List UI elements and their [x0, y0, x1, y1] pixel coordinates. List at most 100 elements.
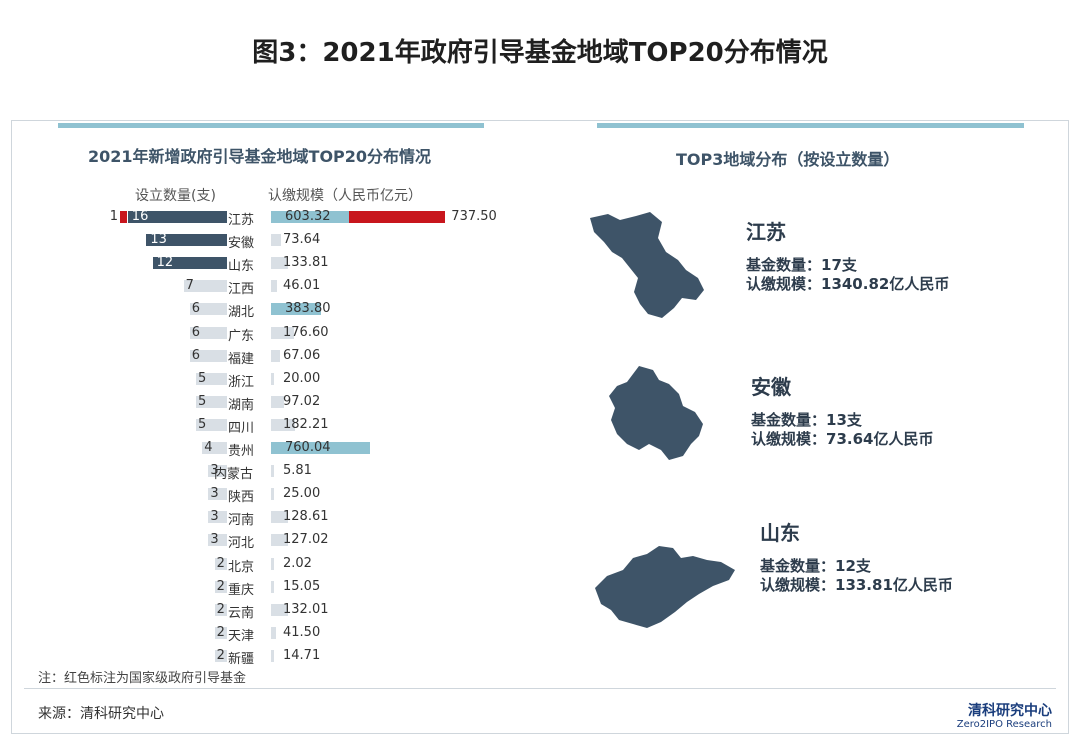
amount-bar	[271, 626, 277, 639]
amount-bar	[271, 649, 274, 662]
province-label: 江苏	[228, 213, 255, 228]
province-name: 安徽	[751, 375, 791, 399]
national-amount-bar	[349, 211, 446, 223]
amount-bar	[271, 557, 274, 570]
amount-label: 182.21	[283, 416, 329, 432]
bar-row: 2 北京 2.02	[0, 554, 540, 575]
amount-label: 73.64	[283, 232, 321, 248]
count-label: 3	[210, 532, 219, 548]
count-bar	[208, 488, 227, 501]
jiangsu-map	[590, 212, 704, 318]
amount-bar	[271, 372, 274, 385]
bar-row: 16 江苏 603.32 1 737.50	[0, 207, 540, 228]
count-label: 2	[216, 578, 225, 594]
count-bar	[208, 534, 227, 547]
fund-count-line: 基金数量：13支	[751, 411, 862, 429]
count-bar	[214, 649, 227, 662]
count-label: 2	[216, 624, 225, 640]
amount-label: 128.61	[283, 509, 329, 525]
count-bar	[183, 280, 227, 293]
count-label: 6	[191, 347, 201, 363]
province-label: 陕西	[228, 490, 255, 506]
province-label: 河北	[228, 536, 255, 552]
count-label: 3	[210, 463, 219, 479]
amount-label: 2.02	[283, 555, 312, 571]
bar-row: 3 陕西 25.00	[0, 484, 540, 506]
logo-subtext: Zero2IPO Research	[956, 719, 1052, 730]
count-label: 5	[198, 393, 207, 409]
count-bar	[208, 465, 227, 478]
count-label: 2	[216, 555, 225, 571]
bar-row: 5 浙江 20.00	[0, 369, 540, 390]
amount-bar	[271, 488, 275, 501]
anhui-map	[609, 366, 703, 460]
bar-row: 3 河北 127.02	[0, 530, 540, 552]
province-name: 山东	[760, 521, 800, 545]
count-bar	[127, 211, 227, 223]
province-label: 新疆	[228, 651, 255, 667]
count-label: 6	[191, 301, 201, 317]
count-label: 2	[216, 647, 225, 663]
page-title: 图3：2021年政府引导基金地域TOP20分布情况	[252, 38, 828, 68]
amount-bar	[271, 234, 281, 247]
amount-label: 127.02	[283, 532, 329, 548]
count-bar	[189, 349, 227, 362]
count-label: 3	[210, 509, 219, 525]
amount-bar	[271, 534, 288, 547]
amount-line: 认缴规模：1340.82亿人民币	[746, 275, 950, 293]
province-label: 云南	[228, 605, 255, 621]
bar-row: 3 河南 128.61	[0, 507, 540, 529]
count-bar	[208, 511, 227, 524]
amount-label: 15.05	[283, 578, 321, 594]
count-bar	[214, 603, 227, 616]
count-bar	[214, 557, 227, 570]
amount-line: 认缴规模：73.64亿人民币	[751, 430, 934, 448]
amount-bar	[271, 280, 277, 293]
count-bar	[196, 418, 227, 431]
bar-row: 13 安徽 73.64	[0, 230, 540, 251]
province-label: 内蒙古	[214, 467, 254, 483]
amount-label: 176.60	[283, 324, 329, 340]
province-label: 北京	[228, 559, 255, 575]
province-label: 江西	[228, 282, 255, 298]
figure-frame	[11, 120, 1069, 734]
province-label: 浙江	[228, 374, 255, 390]
logo-text: 清科研究中心	[968, 703, 1052, 719]
fund-count-line: 基金数量：17支	[746, 256, 857, 274]
count-column-header: 设立数量(支)	[135, 188, 216, 204]
amount-bar	[271, 257, 289, 270]
count-bar	[202, 442, 227, 454]
province-label: 四川	[228, 420, 255, 436]
amount-bar	[271, 442, 370, 454]
count-label: 12	[156, 255, 174, 271]
province-label: 广东	[228, 328, 255, 344]
amount-label: 603.32	[285, 209, 331, 224]
right-panel-topbar	[597, 123, 1024, 128]
province-name: 江苏	[746, 220, 786, 244]
national-count-label: 1	[109, 209, 119, 224]
count-label: 13	[150, 232, 167, 248]
bar-row: 12 山东 133.81	[0, 253, 540, 275]
province-label: 河南	[228, 513, 255, 529]
count-label: 7	[185, 278, 194, 294]
amount-bar	[271, 395, 284, 408]
count-label: 6	[191, 324, 201, 340]
left-panel-title: 2021年新增政府引导基金地域TOP20分布情况	[88, 147, 432, 166]
footnote: 注：红色标注为国家级政府引导基金	[38, 671, 247, 686]
bar-row: 2 云南 132.01	[0, 600, 540, 621]
province-label: 山东	[228, 259, 255, 275]
amount-label: 67.06	[283, 347, 321, 363]
national-count-bar	[119, 211, 127, 223]
amount-label: 97.02	[283, 393, 321, 409]
count-label: 16	[131, 209, 149, 224]
province-label: 天津	[228, 628, 255, 644]
count-bar	[214, 626, 227, 639]
province-label: 重庆	[228, 582, 255, 598]
amount-label: 20.00	[283, 370, 321, 386]
count-bar	[214, 580, 227, 593]
bar-row: 5 湖南 97.02	[0, 392, 540, 413]
province-label: 湖北	[228, 305, 255, 321]
amount-label: 46.01	[283, 278, 321, 294]
footer-divider	[24, 688, 1056, 689]
amount-line: 认缴规模：133.81亿人民币	[760, 576, 953, 594]
